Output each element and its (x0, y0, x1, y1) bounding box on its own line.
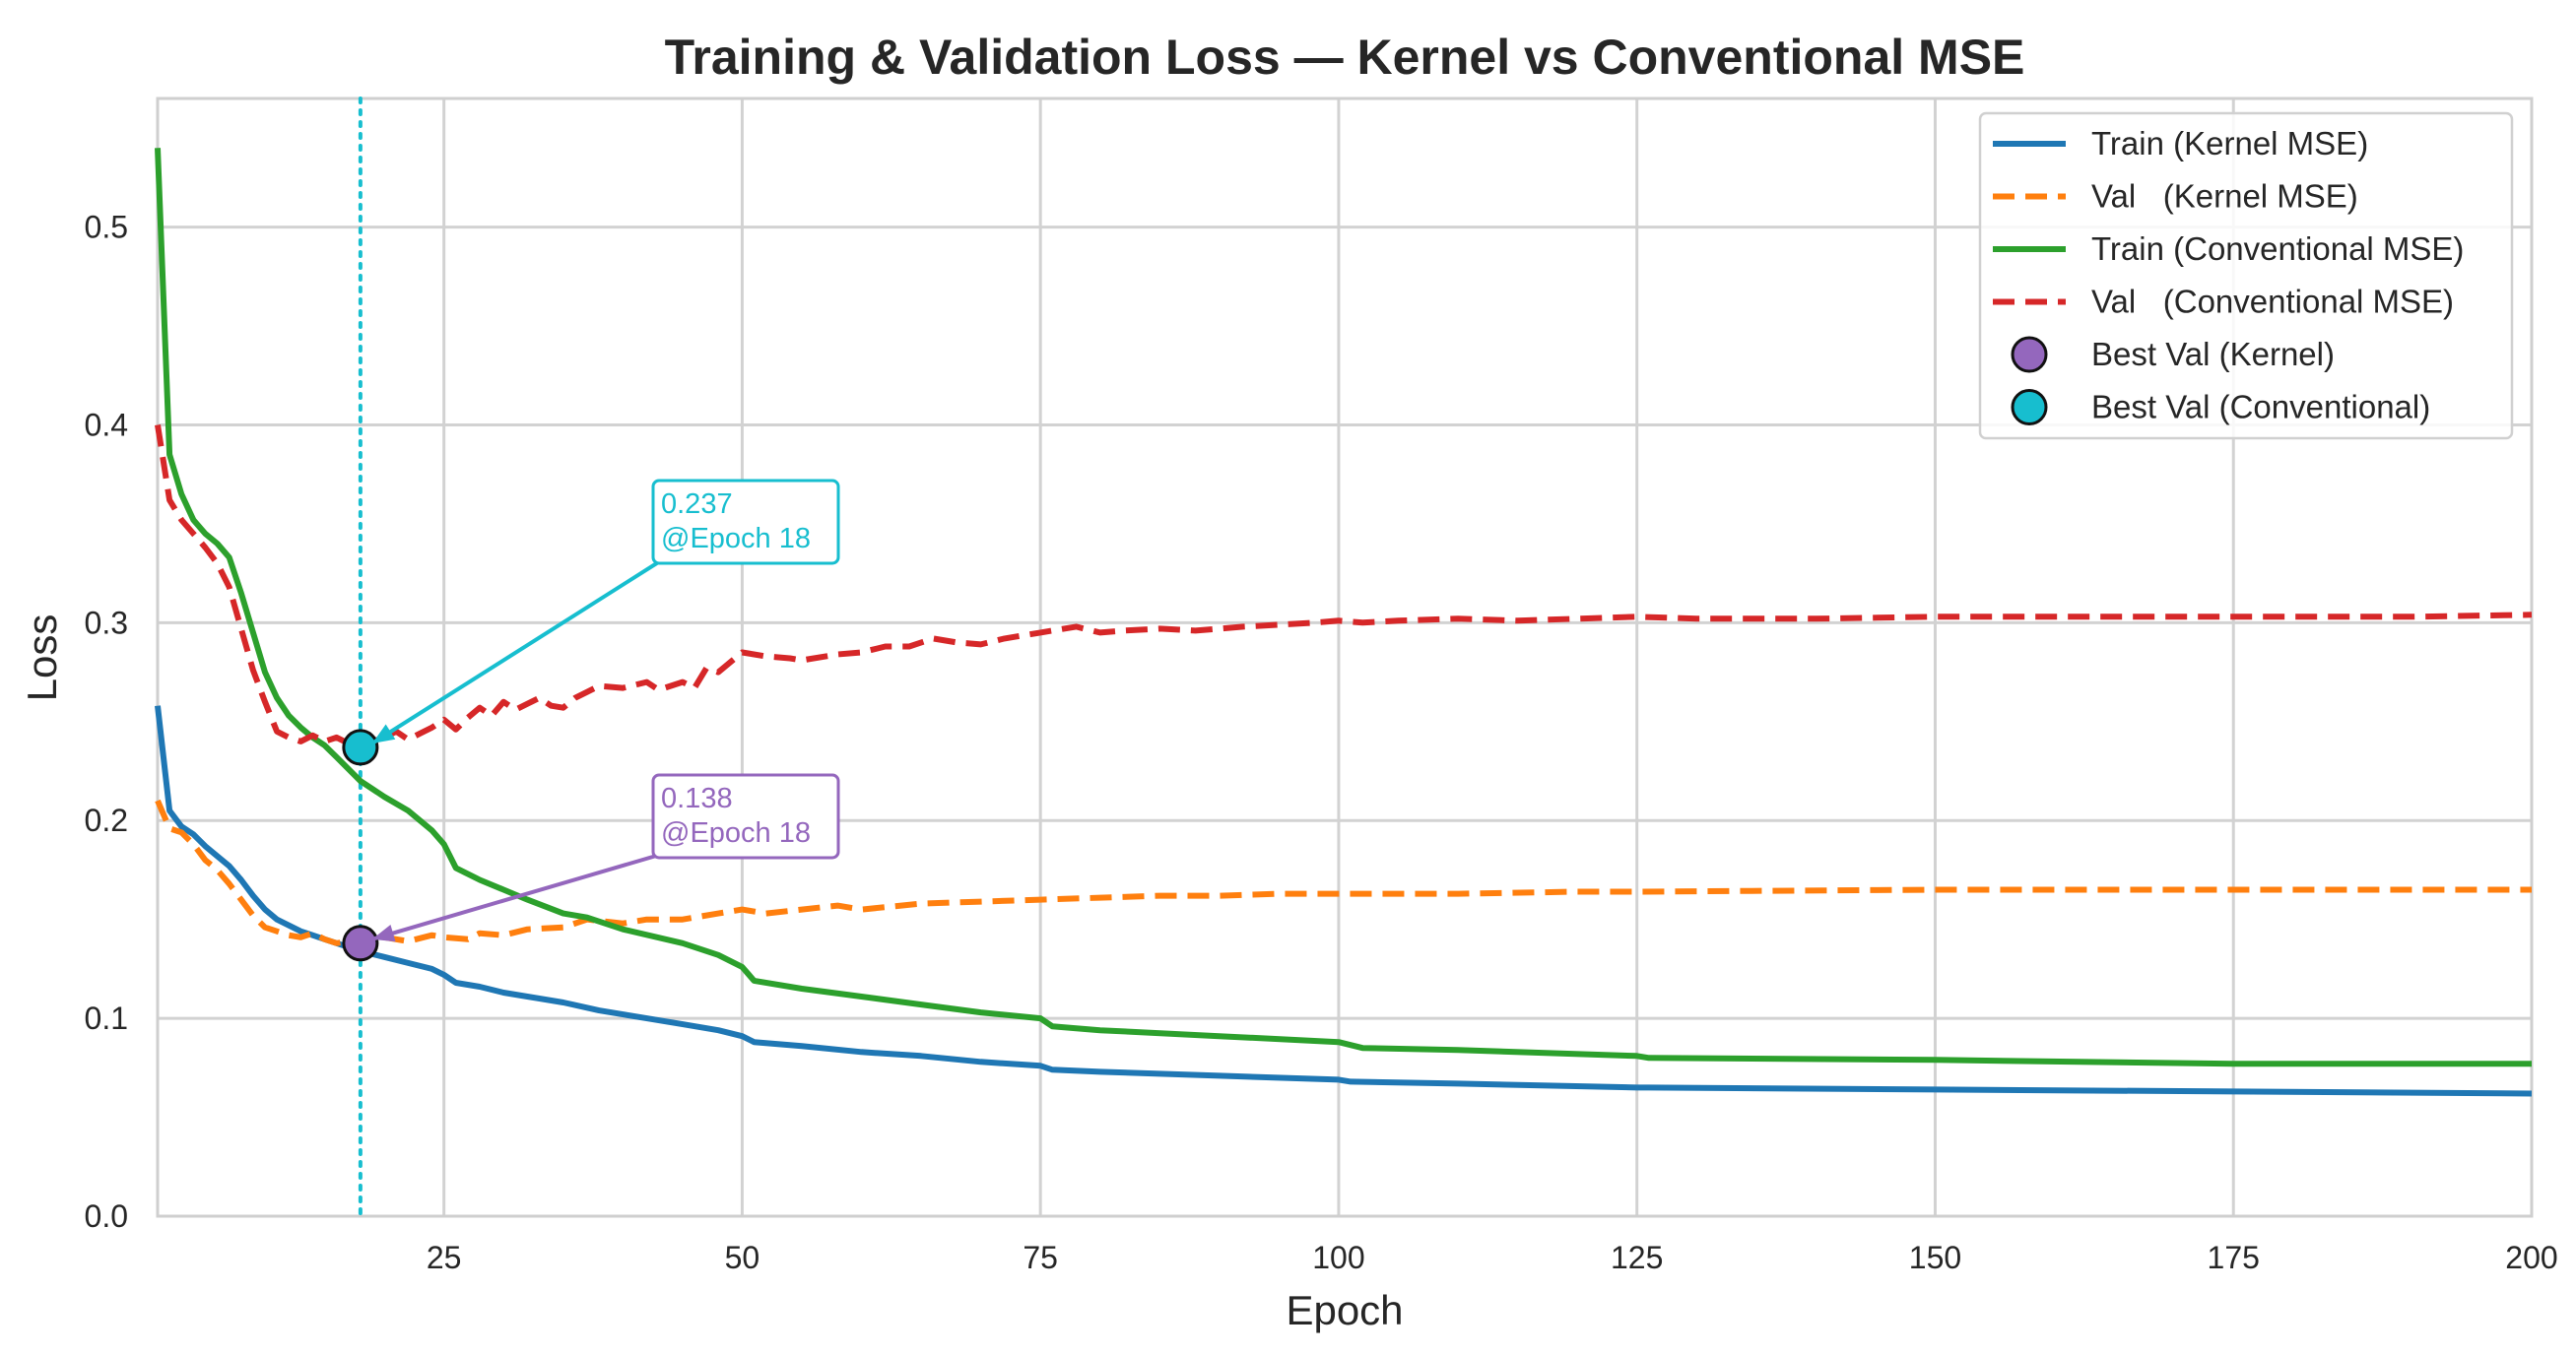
y-tick-label: 0.4 (85, 407, 128, 442)
annotation-arrow (370, 557, 665, 745)
legend-label: Best Val (Kernel) (2091, 336, 2335, 372)
x-axis-label: Epoch (1286, 1287, 1403, 1333)
series-line-train-kernel-mse (155, 705, 2533, 1097)
legend-label: Val (Kernel MSE) (2091, 178, 2358, 215)
x-tick-label: 25 (427, 1240, 462, 1275)
y-tick-label: 0.5 (85, 210, 128, 245)
tick-labels: 25 50 75 100 125 150 175 200 0.0 0.1 0.2 0.3 0.4 0.5 (85, 210, 2558, 1275)
x-tick-label: 50 (725, 1240, 760, 1275)
annotation-epoch: @Epoch 18 (661, 817, 811, 849)
legend-label: Train (Kernel MSE) (2091, 125, 2368, 161)
annotation-arrowhead (371, 924, 396, 942)
annotation-arrowhead (371, 724, 396, 743)
y-tick-label: 0.1 (85, 1001, 128, 1036)
legend-label: Val (Conventional MSE) (2091, 284, 2454, 320)
x-tick-label: 125 (1611, 1240, 1663, 1275)
y-axis-label: Loss (19, 614, 65, 702)
y-tick-label: 0.0 (85, 1198, 128, 1234)
plot-frame (156, 97, 2534, 1218)
legend-marker (2011, 389, 2048, 425)
series-line-val-conventional-mse (155, 424, 2533, 750)
y-tick-label: 0.2 (85, 803, 128, 838)
series-line-train-conventional-mse (155, 148, 2532, 1067)
series (155, 97, 2533, 1218)
x-tick-label: 100 (1312, 1240, 1364, 1275)
annotation-box (651, 479, 840, 565)
x-tick-label: 75 (1023, 1240, 1058, 1275)
y-tick-label: 0.3 (85, 605, 128, 640)
annotation-box (651, 773, 840, 860)
best-point-best-val-kernel (342, 925, 379, 962)
x-tick-label: 200 (2505, 1240, 2557, 1275)
legend-label: Train (Conventional MSE) (2091, 230, 2464, 267)
annotation-value: 0.138 (661, 783, 733, 814)
annotations: 0.237@Epoch 180.138@Epoch 18 (370, 479, 840, 942)
chart-title: Training & Validation Loss — Kernel vs C… (665, 30, 2025, 85)
x-tick-label: 150 (1909, 1240, 1961, 1275)
best-point-best-val-conventional (342, 729, 379, 766)
legend-label: Best Val (Conventional) (2091, 389, 2430, 425)
best-markers (342, 729, 379, 962)
legend-marker (2011, 336, 2048, 373)
annotation-value: 0.237 (661, 488, 733, 520)
legend-box (1978, 111, 2514, 440)
series-line-val-kernel-mse (155, 799, 2532, 946)
x-tick-label: 175 (2208, 1240, 2260, 1275)
annotation-arrow (371, 852, 664, 941)
legend: Train (Kernel MSE) Val (Kernel MSE) Train … (1978, 111, 2514, 440)
annotation-epoch: @Epoch 18 (661, 523, 811, 554)
